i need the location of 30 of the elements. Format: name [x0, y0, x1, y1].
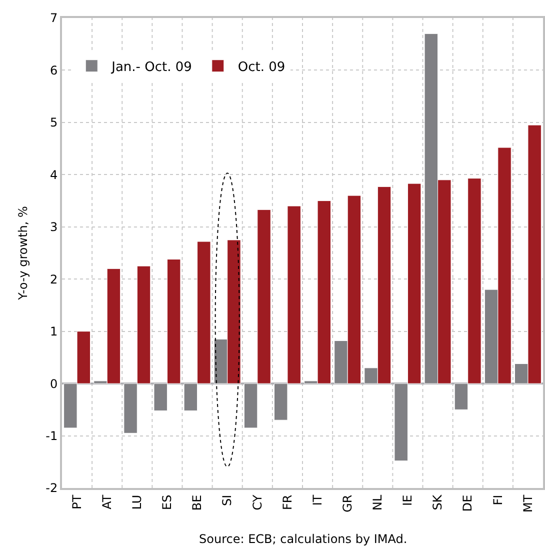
y-tick-label: 5	[50, 116, 58, 130]
x-tick-label: GR	[340, 494, 354, 512]
x-tick-label: FI	[490, 494, 505, 506]
y-tick-label: 3	[50, 220, 58, 234]
y-tick-label: -1	[46, 428, 58, 443]
x-tick-label: ES	[160, 494, 174, 510]
x-tick-label: DE	[460, 494, 475, 512]
y-tick-label: 6	[50, 63, 58, 78]
y-tick-label: 0	[50, 376, 58, 391]
x-tick-label: SK	[430, 494, 445, 510]
y-tick-label: 7	[50, 11, 58, 26]
y-axis-title: Y-o-y growth, %	[16, 206, 30, 301]
x-tick-label: FR	[280, 494, 294, 510]
x-tick-label: CY	[250, 494, 264, 510]
y-tick-label: -2	[46, 481, 58, 496]
legend-label: Jan.- Oct. 09	[110, 60, 192, 75]
x-tick-label: PT	[70, 494, 84, 510]
x-tick-label: NL	[370, 494, 385, 510]
y-tick-label: 4	[50, 168, 58, 182]
legend-label: Oct. 09	[238, 60, 286, 75]
x-tick-label: BE	[190, 494, 204, 511]
x-tick-label: SI	[220, 494, 234, 506]
y-tick-label: 2	[50, 272, 58, 286]
source-note: Source: ECB; calculations by IMAd.	[199, 532, 408, 546]
x-tick-label: IE	[400, 494, 415, 506]
x-tick-label: IT	[310, 494, 324, 506]
x-tick-label: MT	[520, 494, 535, 512]
x-tick-label: LU	[130, 494, 144, 510]
y-tick-label: 1	[50, 324, 58, 339]
x-tick-label: AT	[100, 494, 114, 510]
